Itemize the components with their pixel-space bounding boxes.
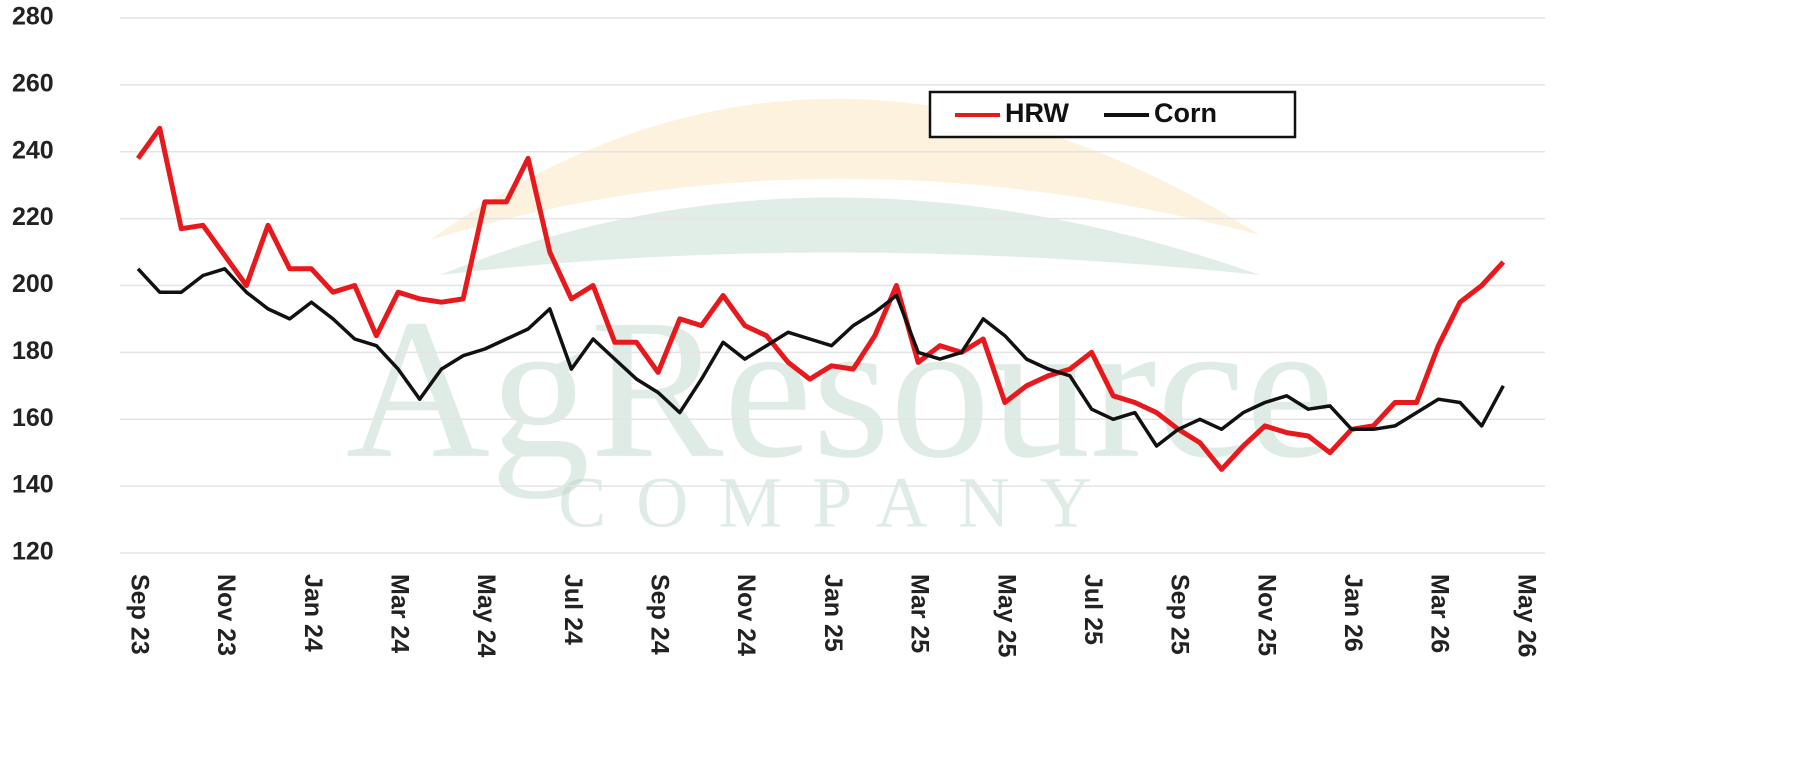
series-line xyxy=(136,267,1505,448)
watermark-arc xyxy=(430,98,1260,240)
legend-label: Corn xyxy=(1154,98,1217,128)
y-tick-label: 280 xyxy=(12,3,54,31)
y-tick-label: 240 xyxy=(12,136,54,164)
x-tick-label: Jan 26 xyxy=(1339,574,1367,652)
series-line xyxy=(135,125,1506,472)
x-tick-label: Jul 24 xyxy=(559,574,587,645)
x-tick-label: Mar 24 xyxy=(385,574,413,653)
x-tick-label: Nov 24 xyxy=(732,574,760,656)
y-tick-label: 180 xyxy=(12,337,54,365)
watermark-arc xyxy=(440,197,1260,275)
x-tick-label: Nov 25 xyxy=(1252,574,1280,656)
y-tick-label: 160 xyxy=(12,404,54,432)
y-tick-label: 140 xyxy=(12,471,54,499)
y-tick-label: 260 xyxy=(12,69,54,97)
y-tick-label: 200 xyxy=(12,270,54,298)
x-tick-label: May 26 xyxy=(1512,574,1540,657)
y-tick-label: 120 xyxy=(12,538,54,566)
legend-label: HRW xyxy=(1005,98,1070,128)
watermark-title: AgResource xyxy=(346,279,1335,500)
x-tick-label: May 24 xyxy=(472,574,500,657)
x-tick-label: May 25 xyxy=(992,574,1020,657)
x-tick-label: Sep 24 xyxy=(646,574,674,655)
watermark-subtitle: COMPANY xyxy=(558,463,1121,543)
x-tick-label: Mar 25 xyxy=(906,574,934,653)
x-tick-label: Sep 25 xyxy=(1166,574,1194,655)
x-tick-label: Jul 25 xyxy=(1079,574,1107,645)
x-tick-label: Mar 26 xyxy=(1426,574,1454,653)
x-tick-label: Nov 23 xyxy=(212,574,240,656)
x-tick-label: Sep 23 xyxy=(125,574,153,655)
legend: HRW Corn xyxy=(928,90,1297,139)
y-tick-label: 220 xyxy=(12,203,54,231)
x-tick-label: Jan 25 xyxy=(819,574,847,652)
x-tick-label: Jan 24 xyxy=(299,574,327,652)
